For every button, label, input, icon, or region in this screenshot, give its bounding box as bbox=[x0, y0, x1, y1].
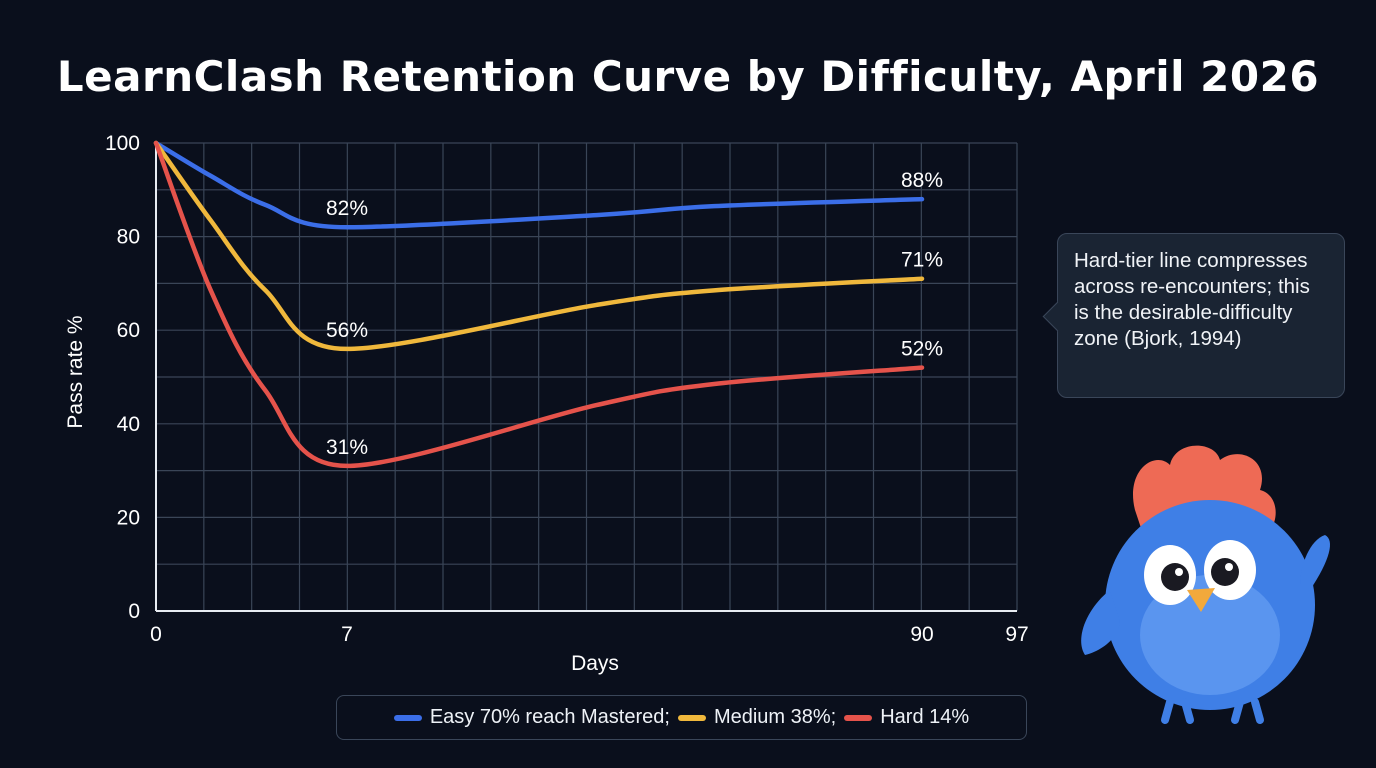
legend-label: Easy 70% reach Mastered; bbox=[429, 706, 670, 728]
legend-item-easy: Easy 70% reach Mastered; bbox=[393, 706, 670, 729]
data-label: 71% bbox=[901, 249, 943, 272]
y-tick-label: 100 bbox=[105, 132, 140, 155]
x-tick-label: 97 bbox=[1005, 623, 1028, 646]
y-tick-label: 60 bbox=[117, 319, 140, 342]
bird-mascot-icon bbox=[1081, 445, 1330, 724]
data-label: 56% bbox=[326, 319, 368, 342]
legend: Easy 70% reach Mastered; Medium 38%; Har… bbox=[336, 695, 1027, 740]
data-label: 88% bbox=[901, 169, 943, 192]
y-tick-label: 40 bbox=[117, 413, 140, 436]
data-label: 31% bbox=[326, 436, 368, 459]
y-axis-label: Pass rate % bbox=[64, 315, 87, 428]
legend-swatch bbox=[677, 714, 706, 721]
legend-label: Medium 38%; bbox=[713, 706, 837, 728]
y-tick-label: 80 bbox=[117, 226, 140, 249]
x-tick-label: 7 bbox=[341, 623, 353, 646]
legend-item-medium: Medium 38%; bbox=[677, 706, 837, 729]
line-chart: 0 20 40 60 80 100 0 7 90 97 Days Pass rate % 82% 88% 5… bbox=[64, 132, 1029, 675]
x-tick-label: 0 bbox=[150, 623, 162, 646]
series-line-1 bbox=[153, 140, 925, 352]
series-line-0 bbox=[153, 140, 925, 230]
y-tick-label: 20 bbox=[117, 506, 140, 529]
series-line-2 bbox=[153, 140, 925, 469]
legend-item-hard: Hard 14% bbox=[844, 706, 969, 729]
data-label: 52% bbox=[901, 338, 943, 361]
x-tick-label: 90 bbox=[910, 623, 933, 646]
legend-label: Hard 14% bbox=[880, 706, 970, 728]
data-label: 82% bbox=[326, 197, 368, 220]
legend-swatch bbox=[844, 714, 873, 721]
x-axis-label: Days bbox=[571, 652, 619, 675]
legend-swatch bbox=[393, 714, 422, 721]
y-tick-label: 0 bbox=[128, 600, 140, 623]
annotation-callout: Hard-tier line compresses across re-enco… bbox=[1057, 233, 1345, 398]
chart-title: LearnClash Retention Curve by Difficulty… bbox=[56, 52, 1320, 101]
